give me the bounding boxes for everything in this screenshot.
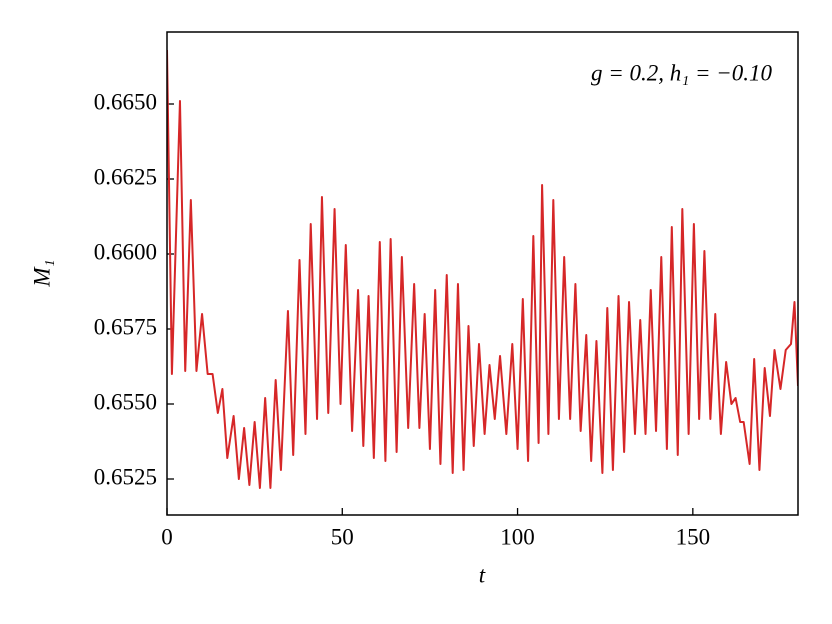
x-tick-label: 50 <box>331 524 354 549</box>
x-axis-label: t <box>479 562 486 587</box>
y-tick-label: 0.6625 <box>94 164 157 189</box>
x-tick-label: 0 <box>161 524 173 549</box>
y-tick-label: 0.6600 <box>94 239 157 264</box>
y-tick-label: 0.6650 <box>94 89 157 114</box>
y-axis-label: M₁ <box>29 259 54 287</box>
data-line <box>167 49 798 489</box>
y-tick-label: 0.6575 <box>94 314 157 339</box>
y-tick-label: 0.6525 <box>94 464 157 489</box>
plot-frame <box>166 31 799 516</box>
x-tick-label: 100 <box>500 524 535 549</box>
x-tick-label: 150 <box>676 524 711 549</box>
y-tick-label: 0.6550 <box>94 389 157 414</box>
annotation: g = 0.2, h₁ = −0.10 <box>591 60 773 85</box>
